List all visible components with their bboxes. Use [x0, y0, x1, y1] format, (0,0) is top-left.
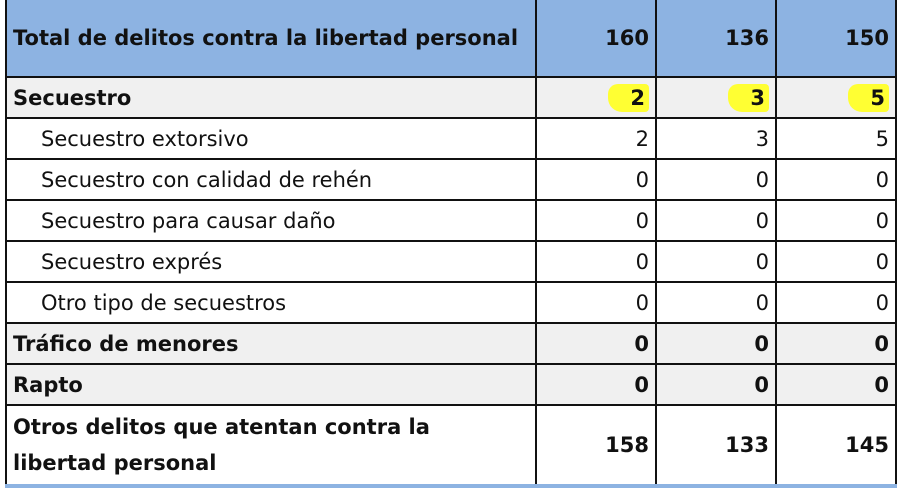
cell-value: 0 — [635, 208, 649, 233]
highlighted-value: 3 — [728, 83, 769, 112]
value-cell: 0 — [775, 158, 897, 201]
cell-value: 0 — [755, 208, 769, 233]
row-label: Otro tipo de secuestros — [5, 281, 537, 324]
value-cell: 0 — [775, 240, 897, 283]
value-cell: 133 — [655, 404, 777, 488]
value-cell: 158 — [535, 404, 657, 488]
cell-value: 0 — [875, 167, 889, 192]
value-cell: 0 — [655, 363, 777, 406]
value-cell: 2 — [535, 76, 657, 119]
row-label: Total de delitos contra la libertad pers… — [5, 0, 537, 78]
value-cell: 0 — [535, 363, 657, 406]
cell-value: 5 — [875, 126, 889, 151]
value-cell: 0 — [535, 158, 657, 201]
table-row: Rapto 0 0 0 — [5, 363, 897, 406]
table-row: Tráfico de menores 0 0 0 — [5, 322, 897, 365]
value-cell: 0 — [655, 240, 777, 283]
value-cell: 2 — [535, 117, 657, 160]
cell-value: 0 — [875, 208, 889, 233]
value-cell: 0 — [775, 363, 897, 406]
value-cell: 145 — [775, 404, 897, 488]
value-cell: 0 — [535, 240, 657, 283]
cell-value: 0 — [755, 249, 769, 274]
value-cell: 0 — [535, 322, 657, 365]
cell-value: 158 — [605, 433, 649, 457]
cell-value: 136 — [725, 26, 769, 50]
value-cell: 0 — [655, 322, 777, 365]
value-cell: 0 — [775, 322, 897, 365]
value-cell: 5 — [775, 76, 897, 119]
table-row: Otro tipo de secuestros 0 0 0 — [5, 281, 897, 324]
table-row: Secuestro extorsivo 2 3 5 — [5, 117, 897, 160]
table-row: Secuestro 2 3 5 — [5, 76, 897, 119]
cell-value: 0 — [755, 167, 769, 192]
value-cell: 0 — [775, 281, 897, 324]
cell-value: 0 — [874, 372, 889, 397]
value-cell: 0 — [655, 158, 777, 201]
value-cell: 136 — [655, 0, 777, 78]
table-row: Secuestro con calidad de rehén 0 0 0 — [5, 158, 897, 201]
row-label: Secuestro exprés — [5, 240, 537, 283]
value-cell: 5 — [775, 117, 897, 160]
table-row: Secuestro exprés 0 0 0 — [5, 240, 897, 283]
cell-value: 3 — [755, 126, 769, 151]
row-label: Secuestro con calidad de rehén — [5, 158, 537, 201]
row-label: Secuestro extorsivo — [5, 117, 537, 160]
cell-value: 0 — [634, 331, 649, 356]
row-label: Secuestro para causar daño — [5, 199, 537, 242]
highlighted-value: 5 — [848, 83, 889, 112]
cell-value: 0 — [875, 290, 889, 315]
cell-value: 0 — [754, 331, 769, 356]
row-label: Secuestro — [5, 76, 537, 119]
cell-value: 2 — [635, 126, 649, 151]
table-row: Secuestro para causar daño 0 0 0 — [5, 199, 897, 242]
value-cell: 3 — [655, 76, 777, 119]
cell-value: 0 — [874, 331, 889, 356]
value-cell: 3 — [655, 117, 777, 160]
value-cell: 0 — [535, 281, 657, 324]
value-cell: 150 — [775, 0, 897, 78]
cell-value: 150 — [845, 26, 889, 50]
cell-value: 133 — [725, 433, 769, 457]
crime-statistics-table: Total de delitos contra la libertad pers… — [5, 0, 897, 488]
value-cell: 160 — [535, 0, 657, 78]
cell-value: 0 — [634, 372, 649, 397]
table-row: Otros delitos que atentan contra la libe… — [5, 404, 897, 488]
cell-value: 0 — [755, 290, 769, 315]
cell-value: 0 — [635, 167, 649, 192]
cell-value: 0 — [635, 249, 649, 274]
cell-value: 0 — [635, 290, 649, 315]
value-cell: 0 — [655, 281, 777, 324]
cell-value: 145 — [845, 433, 889, 457]
value-cell: 0 — [655, 199, 777, 242]
cell-value: 0 — [754, 372, 769, 397]
row-label: Rapto — [5, 363, 537, 406]
table-row: Total de delitos contra la libertad pers… — [5, 0, 897, 78]
row-label: Otros delitos que atentan contra la libe… — [5, 404, 537, 488]
cell-value: 160 — [605, 26, 649, 50]
highlighted-value: 2 — [608, 83, 649, 112]
value-cell: 0 — [775, 199, 897, 242]
value-cell: 0 — [535, 199, 657, 242]
cell-value: 0 — [875, 249, 889, 274]
row-label: Tráfico de menores — [5, 322, 537, 365]
